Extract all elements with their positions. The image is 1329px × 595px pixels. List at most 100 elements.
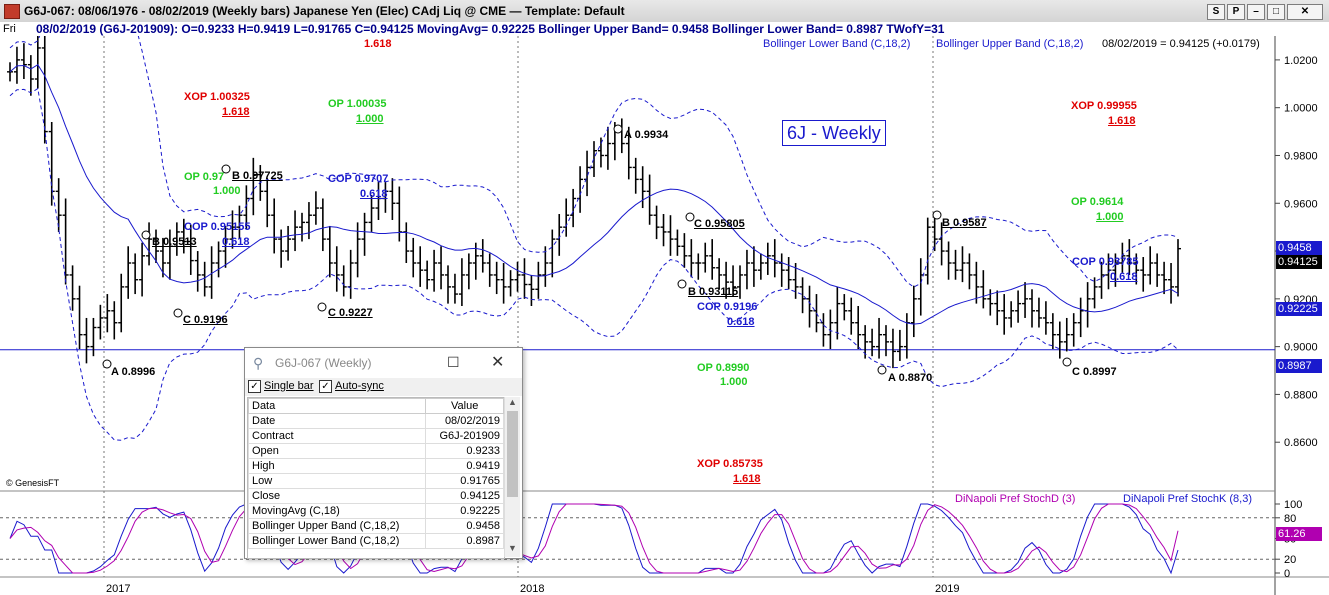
pivot-label: B 0.93115 xyxy=(688,286,739,298)
legend-bollinger-lower: Bollinger Lower Band (C,18,2) xyxy=(763,38,911,50)
row-value: 0.91765 xyxy=(425,473,504,489)
table-row[interactable]: Open 0.9233 xyxy=(248,443,504,459)
chart-title-box: 6J - Weekly xyxy=(782,120,886,146)
print-button[interactable]: P xyxy=(1227,4,1245,20)
pivot-marker xyxy=(317,302,327,312)
legend-last-value: 08/02/2019 = 0.94125 (+0.0179) xyxy=(1102,38,1260,50)
pivot-marker xyxy=(173,308,183,318)
bollinger-upper-line xyxy=(9,36,1179,288)
watermark: © GenesisFT xyxy=(6,478,60,488)
cop-label: COP 0.9196 xyxy=(697,301,758,313)
op-ratio: 1.000 xyxy=(1096,211,1124,223)
bollinger-lower-line xyxy=(9,87,1179,441)
cop-ratio: 0.618 xyxy=(360,188,388,200)
pivot-marker xyxy=(877,365,887,375)
pivot-marker xyxy=(677,279,687,289)
table-row[interactable]: Date 08/02/2019 xyxy=(248,413,504,429)
row-value: 0.9419 xyxy=(425,458,504,474)
pivot-label: A 0.8996 xyxy=(111,366,156,378)
cop-label: COP 0.9707 xyxy=(328,173,389,185)
op-label: OP 0.97 xyxy=(184,171,225,183)
cop-label: COP 0.93785 xyxy=(1072,256,1139,268)
row-label: High xyxy=(248,458,427,474)
table-row[interactable]: Close 0.94125 xyxy=(248,488,504,504)
row-value: 0.9458 xyxy=(425,518,504,534)
upper-band-tag: 0.9458 xyxy=(1276,241,1322,255)
pivot-marker xyxy=(613,124,623,134)
legend-stoch-d: DiNapoli Pref StochD (3) xyxy=(955,493,1076,505)
scroll-thumb[interactable] xyxy=(507,411,518,497)
close-button[interactable]: ✕ xyxy=(1287,4,1323,20)
table-row[interactable]: MovingAvg (C,18) 0.92225 xyxy=(248,503,504,519)
auto-sync-checkbox[interactable]: ✓ xyxy=(319,380,332,393)
year-label: 2018 xyxy=(520,583,544,595)
data-window-table: Data Value Date 08/02/2019 Contract G6J-201… xyxy=(247,397,505,559)
row-value: 08/02/2019 xyxy=(425,413,504,429)
price-tick-label: 0.8600 xyxy=(1284,437,1318,449)
scroll-down-icon[interactable]: ▼ xyxy=(508,543,517,553)
cop-ratio: 0.618 xyxy=(222,236,250,248)
pivot-marker xyxy=(932,210,942,220)
column-header-value[interactable]: Value xyxy=(425,398,504,414)
data-window-scrollbar[interactable]: ▲ ▼ xyxy=(504,397,520,557)
row-label: Close xyxy=(248,488,427,504)
stoch-tick-label: 80 xyxy=(1284,513,1296,525)
pivot-label: A 0.8870 xyxy=(888,372,933,384)
price-tick-label: 0.9800 xyxy=(1284,150,1318,162)
last-price-tag: 0.94125 xyxy=(1276,255,1322,269)
cop-ratio: 0.618 xyxy=(727,316,755,328)
row-label: Bollinger Lower Band (C,18,2) xyxy=(248,533,427,549)
symbol-button[interactable]: S xyxy=(1207,4,1225,20)
price-tick-label: 0.9000 xyxy=(1284,342,1318,354)
pivot-label: C 0.9227 xyxy=(328,307,373,319)
moving-avg-tag: 0.92225 xyxy=(1276,302,1322,316)
close-icon[interactable]: ✕ xyxy=(491,354,505,371)
maximize-button[interactable]: □ xyxy=(1267,4,1285,20)
pivot-label: B 0.97725 xyxy=(232,170,283,182)
fib-label: 1.618 xyxy=(364,38,392,50)
row-label: Open xyxy=(248,443,427,459)
cop-label: COP 0.95155 xyxy=(184,221,251,233)
pivot-label: C 0.8997 xyxy=(1072,366,1117,378)
op-ratio: 1.000 xyxy=(356,113,384,125)
xop-label: XOP 0.85735 xyxy=(697,458,763,470)
pivot-marker xyxy=(102,359,112,369)
table-row[interactable]: High 0.9419 xyxy=(248,458,504,474)
stoch-d-line xyxy=(9,503,1179,574)
data-window-titlebar[interactable]: ⚲ G6J-067 (Weekly) ☐ ✕ xyxy=(245,348,522,378)
xop-ratio: 1.618 xyxy=(1108,115,1136,127)
table-row[interactable]: Low 0.91765 xyxy=(248,473,504,489)
lower-band-tag: 0.8987 xyxy=(1276,359,1322,373)
stoch-tick-label: 0 xyxy=(1284,568,1290,580)
data-window-title: G6J-067 (Weekly) xyxy=(275,356,372,370)
legend-stoch-k: DiNapoli Pref StochK (8,3) xyxy=(1123,493,1252,505)
single-bar-label: Single bar xyxy=(264,380,314,392)
row-value: 0.94125 xyxy=(425,488,504,504)
price-chart[interactable]: 1.02001.00000.98000.96000.94000.92000.90… xyxy=(0,36,1329,595)
row-label: MovingAvg (C,18) xyxy=(248,503,427,519)
row-value: 0.8987 xyxy=(425,533,504,549)
price-tick-label: 0.8800 xyxy=(1284,389,1318,401)
table-row[interactable]: Contract G6J-201909 xyxy=(248,428,504,444)
pivot-label: C 0.95805 xyxy=(694,218,745,230)
xop-ratio: 1.618 xyxy=(222,106,250,118)
table-row[interactable]: Bollinger Lower Band (C,18,2) 0.8987 xyxy=(248,533,504,549)
legend-bollinger-upper: Bollinger Upper Band (C,18,2) xyxy=(936,38,1084,50)
stoch-tag: 61.26 xyxy=(1276,527,1322,541)
data-window-options: ✓ Single bar ✓ Auto-sync xyxy=(245,378,522,396)
table-row[interactable]: Bollinger Upper Band (C,18,2) 0.9458 xyxy=(248,518,504,534)
scroll-up-icon[interactable]: ▲ xyxy=(508,397,517,407)
single-bar-checkbox[interactable]: ✓ xyxy=(248,380,261,393)
pivot-label: C 0.9196 xyxy=(183,314,228,326)
data-window[interactable]: ⚲ G6J-067 (Weekly) ☐ ✕ ✓ Single bar ✓ Au… xyxy=(244,347,523,559)
pivot-label: B 0.9587 xyxy=(942,217,987,229)
minimize-button[interactable]: – xyxy=(1247,4,1265,20)
stoch-tick-label: 100 xyxy=(1284,499,1302,511)
year-label: 2017 xyxy=(106,583,130,595)
price-tick-label: 1.0200 xyxy=(1284,55,1318,67)
price-tick-label: 1.0000 xyxy=(1284,103,1318,115)
maximize-icon[interactable]: ☐ xyxy=(447,354,460,370)
column-header-data[interactable]: Data xyxy=(248,398,427,414)
moving-average-line xyxy=(9,64,1179,325)
pivot-label: A 0.9934 xyxy=(624,129,669,141)
